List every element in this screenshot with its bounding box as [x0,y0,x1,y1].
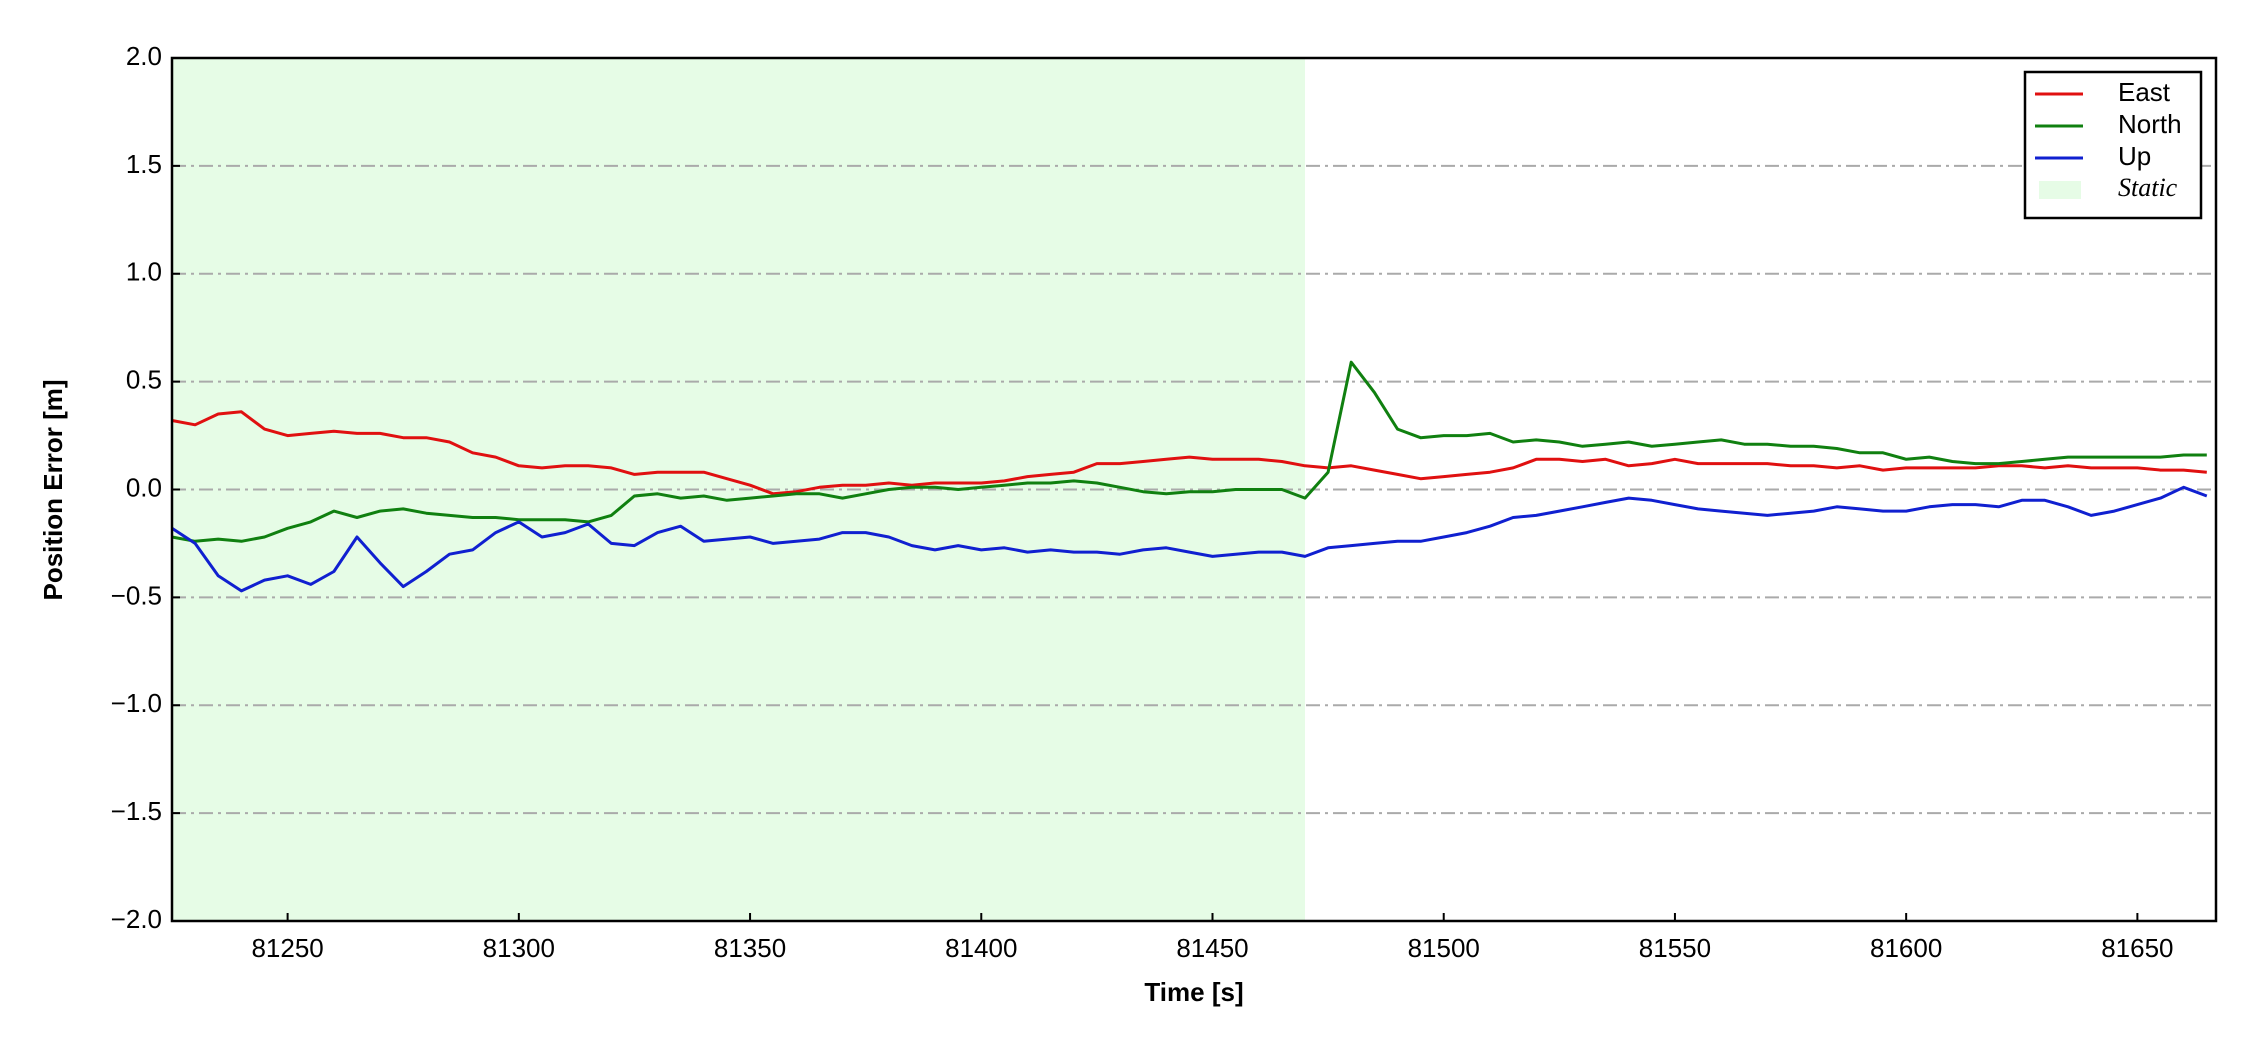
x-tick-label: 81600 [1870,933,1942,963]
y-tick-label: −2.0 [111,904,162,934]
static-region [172,58,1305,921]
x-tick-label: 81450 [1176,933,1248,963]
y-axis-label: Position Error [m] [38,379,68,600]
legend-label: North [2118,109,2182,139]
x-tick-label: 81250 [251,933,323,963]
y-tick-label: 0.0 [126,472,162,502]
legend-label: East [2118,77,2171,107]
y-tick-label: 1.0 [126,257,162,287]
legend-label: Static [2118,173,2178,202]
legend-swatch [2039,181,2081,199]
x-tick-label: 81400 [945,933,1017,963]
legend-label: Up [2118,141,2151,171]
plot-frame [170,56,2218,923]
x-tick-label: 81500 [1408,933,1480,963]
x-tick-label: 81300 [483,933,555,963]
line-0 [171,410,2207,496]
y-tick-label: −1.0 [111,688,162,718]
line-2 [171,485,2208,593]
y-tick-label: 2.0 [126,41,162,71]
y-tick-label: −1.5 [111,796,162,826]
y-tick-label: 0.5 [126,365,162,395]
x-axis-label: Time [s] [1144,977,1243,1007]
y-tick-label: 1.5 [126,149,162,179]
x-tick-label: 81650 [2101,933,2173,963]
y-tick-label: −0.5 [111,580,162,610]
x-tick-label: 81550 [1639,933,1711,963]
x-tick-label: 81350 [714,933,786,963]
line-1 [171,360,2207,543]
